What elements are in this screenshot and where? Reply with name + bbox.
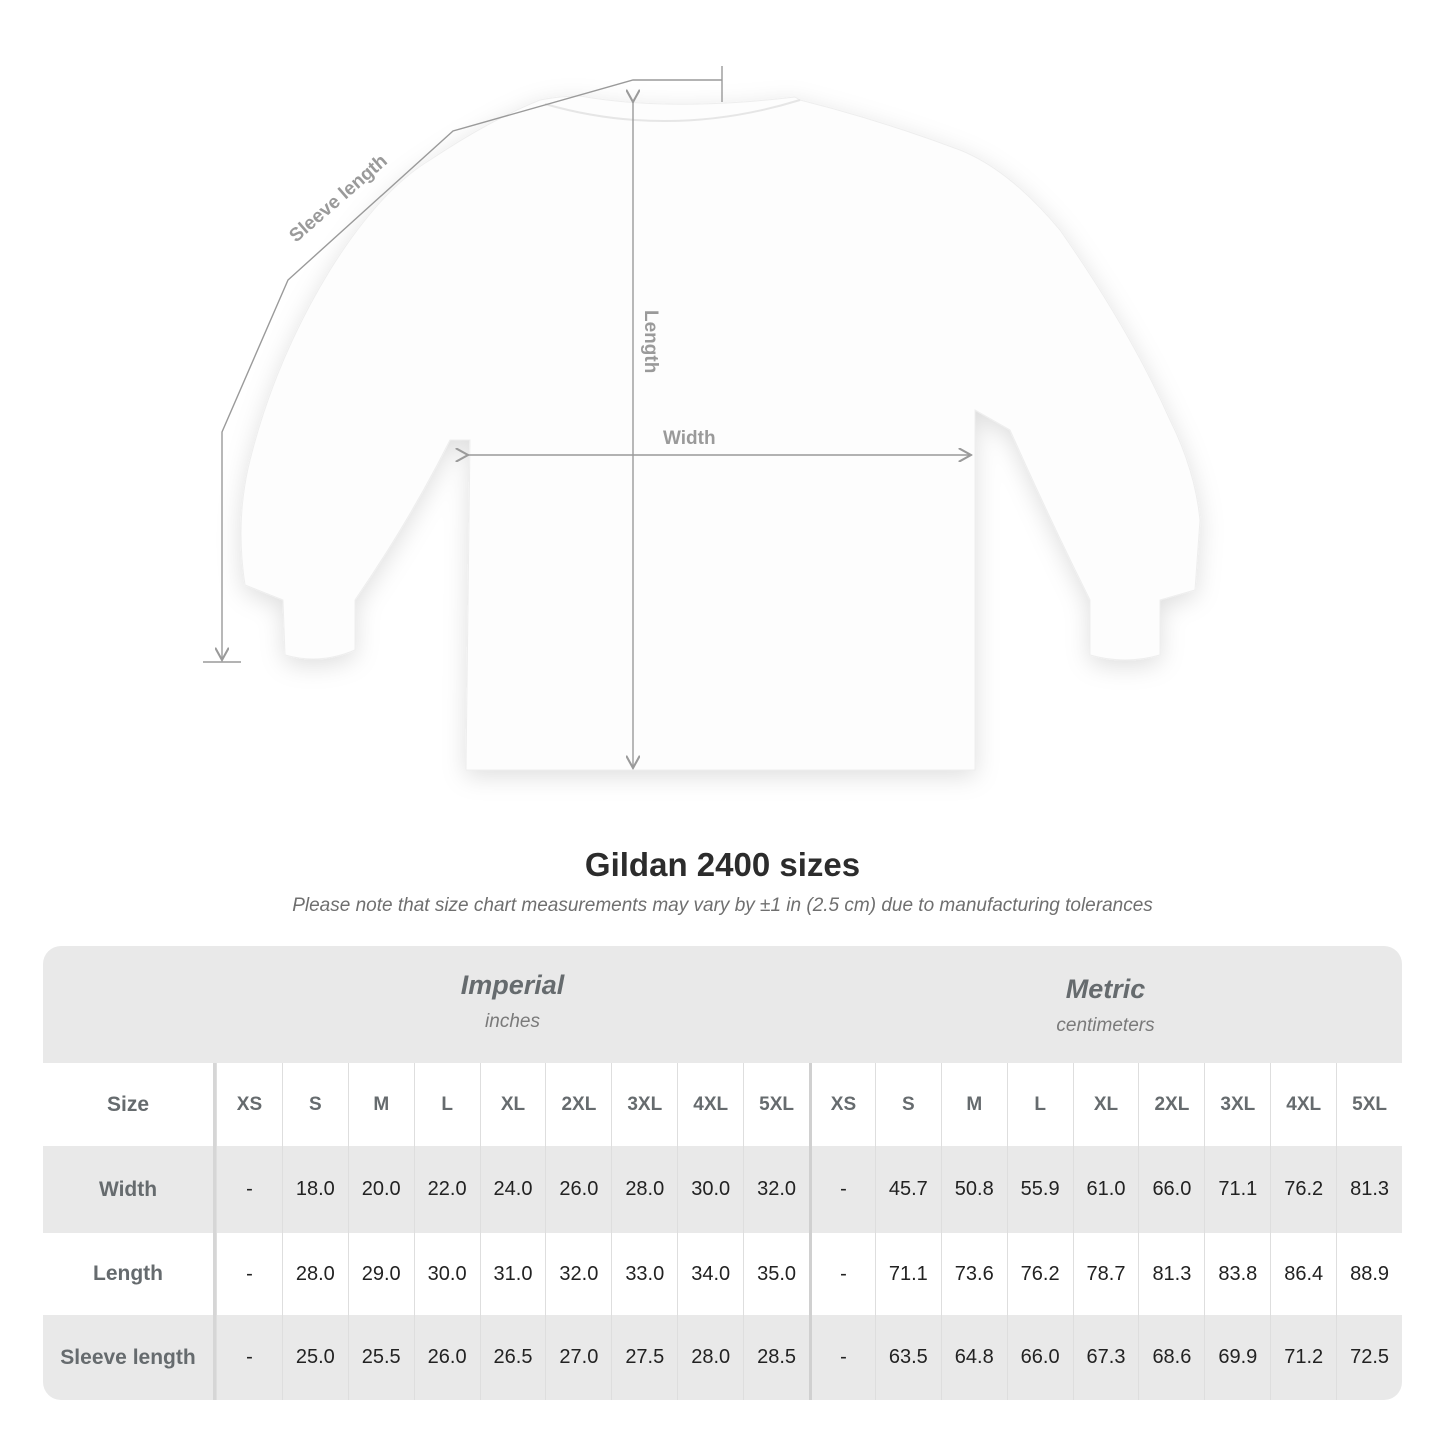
value-cell-imperial: 20.0 (347, 1146, 414, 1233)
value-cell-imperial: - (216, 1233, 282, 1315)
size-header-metric: 3XL (1204, 1063, 1270, 1146)
value-cell-metric: - (809, 1146, 875, 1233)
value-cell-imperial: 27.0 (545, 1315, 611, 1400)
size-header-imperial: XS (216, 1063, 282, 1146)
table-row: Sleeve length -25.0 25.5 26.0 26.5 27.0 27.5 28… (43, 1315, 1402, 1400)
value-cell-imperial: 34.0 (677, 1233, 743, 1315)
value-cell-metric: 71.2 (1270, 1315, 1336, 1400)
value-cell-metric: 50.8 (940, 1146, 1007, 1233)
value-cell-metric: 55.9 (1006, 1146, 1073, 1233)
value-cell-metric: 72.5 (1336, 1315, 1402, 1400)
value-cell-imperial: 25.0 (281, 1315, 348, 1400)
row-label: Width (43, 1146, 216, 1233)
size-header-imperial: S (281, 1063, 348, 1146)
value-cell-imperial: 27.5 (611, 1315, 677, 1400)
value-cell-imperial: 28.0 (611, 1146, 677, 1233)
value-cell-metric: 76.2 (1270, 1146, 1336, 1233)
value-cell-imperial: 28.0 (281, 1233, 348, 1315)
value-cell-metric: 66.0 (1138, 1146, 1204, 1233)
value-cell-metric: 88.9 (1336, 1233, 1402, 1315)
size-header-imperial: 2XL (545, 1063, 611, 1146)
value-cell-metric: 61.0 (1072, 1146, 1139, 1233)
sleeve-length-line (222, 79, 722, 660)
value-cell-metric: 78.7 (1072, 1233, 1139, 1315)
value-cell-metric: 67.3 (1072, 1315, 1139, 1400)
tolerance-note: Please note that size chart measurements… (292, 895, 1153, 916)
table-header-band (43, 946, 1402, 1063)
length-label: Length (640, 310, 661, 373)
chart-title: Gildan 2400 sizes (584, 846, 861, 883)
metric-group: Metric centimeters (809, 974, 1402, 1037)
value-cell-imperial: 32.0 (545, 1233, 611, 1315)
size-header-imperial: 3XL (611, 1063, 677, 1146)
imperial-title: Imperial (460, 970, 565, 1000)
shirt-diagram: Sleeve length Length Width (203, 66, 1201, 771)
value-cell-metric: 73.6 (940, 1233, 1007, 1315)
value-cell-imperial: 28.0 (677, 1315, 743, 1400)
value-cell-imperial: 29.0 (347, 1233, 414, 1315)
value-cell-imperial: 33.0 (611, 1233, 677, 1315)
value-cell-imperial: 22.0 (413, 1146, 480, 1233)
table-row: Width -18.0 20.0 22.0 24.0 26.0 28.0 30.0 32.0-4… (43, 1146, 1402, 1233)
size-header-imperial: 5XL (743, 1063, 809, 1146)
width-label: Width (663, 428, 716, 449)
size-header-metric: 4XL (1270, 1063, 1336, 1146)
size-header-metric: XS (809, 1063, 875, 1146)
value-cell-metric: 63.5 (874, 1315, 941, 1400)
value-cell-imperial: 26.0 (413, 1315, 480, 1400)
value-cell-metric: - (809, 1315, 875, 1400)
size-header-metric: 2XL (1138, 1063, 1204, 1146)
size-header-metric: 5XL (1336, 1063, 1402, 1146)
value-cell-metric: 71.1 (1204, 1146, 1270, 1233)
imperial-unit: inches (485, 1011, 540, 1032)
value-cell-metric: 76.2 (1006, 1233, 1073, 1315)
size-row: Size XS S M L XL 2XL 3XL 4XL 5XL XS S M L XL 2XL 3XL 4XL… (43, 1063, 1402, 1146)
value-cell-metric: 69.9 (1204, 1315, 1270, 1400)
size-header-imperial: 4XL (677, 1063, 743, 1146)
value-cell-imperial: 25.5 (347, 1315, 414, 1400)
value-cell-imperial: - (216, 1315, 282, 1400)
value-cell-imperial: 18.0 (281, 1146, 348, 1233)
value-cell-imperial: 26.0 (545, 1146, 611, 1233)
imperial-group: Imperial inches (216, 970, 809, 1033)
metric-title: Metric (1065, 974, 1146, 1004)
value-cell-metric: 68.6 (1138, 1315, 1204, 1400)
value-cell-metric: 66.0 (1006, 1315, 1073, 1400)
value-cell-metric: 64.8 (940, 1315, 1007, 1400)
value-cell-metric: 86.4 (1270, 1233, 1336, 1315)
value-cell-metric: 81.3 (1138, 1233, 1204, 1315)
value-cell-imperial: 32.0 (743, 1146, 809, 1233)
size-table: Imperial inches Metric centimeters Size … (43, 946, 1402, 1400)
value-cell-metric: - (809, 1233, 875, 1315)
value-cell-imperial: 31.0 (479, 1233, 546, 1315)
value-cell-imperial: 30.0 (677, 1146, 743, 1233)
long-sleeve-shirt (240, 95, 1201, 771)
value-cell-metric: 83.8 (1204, 1233, 1270, 1315)
size-header-metric: XL (1072, 1063, 1139, 1146)
size-header-metric: S (874, 1063, 941, 1146)
value-cell-imperial: - (216, 1146, 282, 1233)
table-row: Length -28.0 29.0 30.0 31.0 32.0 33.0 34.0 35.0-… (43, 1233, 1402, 1315)
size-header-metric: M (940, 1063, 1007, 1146)
value-cell-imperial: 28.5 (743, 1315, 809, 1400)
size-header-metric: L (1006, 1063, 1073, 1146)
metric-unit: centimeters (1056, 1015, 1155, 1036)
value-cell-metric: 45.7 (874, 1146, 941, 1233)
size-label: Size (43, 1063, 216, 1146)
value-cell-imperial: 30.0 (413, 1233, 480, 1315)
row-label: Length (43, 1233, 216, 1315)
row-label: Sleeve length (43, 1315, 216, 1400)
size-header-imperial: M (347, 1063, 414, 1146)
value-cell-metric: 81.3 (1336, 1146, 1402, 1233)
value-cell-imperial: 35.0 (743, 1233, 809, 1315)
value-cell-imperial: 24.0 (479, 1146, 546, 1233)
value-cell-metric: 71.1 (874, 1233, 941, 1315)
size-header-imperial: L (413, 1063, 480, 1146)
size-header-imperial: XL (479, 1063, 546, 1146)
value-cell-imperial: 26.5 (479, 1315, 546, 1400)
